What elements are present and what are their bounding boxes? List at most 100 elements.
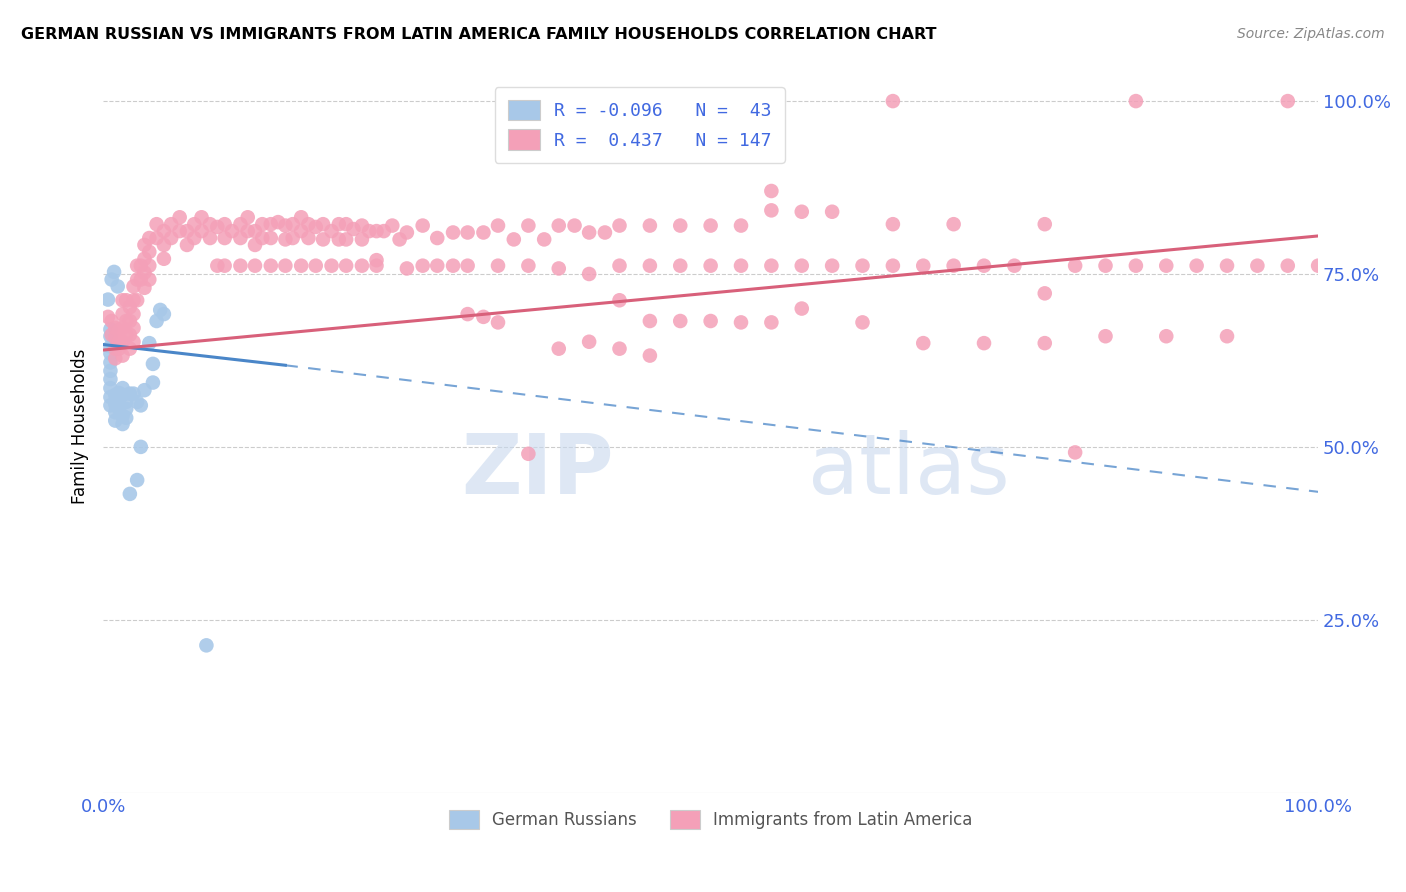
- Point: [517, 447, 540, 461]
- Point: [108, 324, 131, 338]
- Legend: German Russians, Immigrants from Latin America: German Russians, Immigrants from Latin A…: [441, 803, 980, 836]
- Point: [395, 226, 418, 240]
- Point: [290, 259, 312, 273]
- Point: [145, 231, 167, 245]
- Point: [229, 217, 252, 231]
- Point: [195, 638, 218, 652]
- Point: [129, 272, 152, 286]
- Point: [108, 392, 131, 407]
- Point: [104, 388, 127, 402]
- Point: [115, 293, 138, 308]
- Point: [129, 440, 152, 454]
- Point: [134, 281, 156, 295]
- Point: [388, 232, 411, 246]
- Point: [100, 398, 122, 412]
- Point: [821, 204, 844, 219]
- Point: [118, 487, 141, 501]
- Point: [578, 267, 600, 281]
- Point: [305, 219, 328, 234]
- Point: [1154, 329, 1177, 343]
- Point: [267, 215, 290, 229]
- Point: [145, 217, 167, 231]
- Point: [1216, 329, 1239, 343]
- Point: [104, 397, 127, 411]
- Point: [104, 342, 127, 356]
- Point: [97, 310, 120, 324]
- Point: [243, 238, 266, 252]
- Point: [100, 322, 122, 336]
- Point: [578, 334, 600, 349]
- Point: [118, 386, 141, 401]
- Point: [297, 231, 319, 245]
- Point: [138, 231, 160, 245]
- Point: [118, 327, 141, 342]
- Point: [115, 395, 138, 409]
- Point: [761, 184, 783, 198]
- Point: [790, 259, 813, 273]
- Point: [169, 224, 191, 238]
- Point: [274, 259, 297, 273]
- Point: [100, 272, 122, 286]
- Point: [350, 259, 373, 273]
- Point: [115, 327, 138, 342]
- Point: [169, 211, 191, 225]
- Point: [281, 231, 304, 245]
- Point: [1185, 259, 1208, 273]
- Point: [103, 265, 125, 279]
- Point: [912, 336, 935, 351]
- Point: [274, 232, 297, 246]
- Point: [290, 211, 312, 225]
- Point: [609, 342, 631, 356]
- Point: [127, 473, 149, 487]
- Point: [122, 279, 145, 293]
- Point: [457, 259, 479, 273]
- Point: [214, 217, 236, 231]
- Point: [115, 314, 138, 328]
- Point: [138, 259, 160, 273]
- Point: [129, 398, 152, 412]
- Point: [111, 321, 134, 335]
- Point: [198, 231, 221, 245]
- Point: [100, 355, 122, 369]
- Point: [104, 330, 127, 344]
- Point: [821, 259, 844, 273]
- Point: [108, 386, 131, 401]
- Point: [160, 217, 183, 231]
- Point: [142, 357, 165, 371]
- Point: [312, 232, 335, 246]
- Point: [517, 259, 540, 273]
- Point: [129, 259, 152, 273]
- Point: [761, 203, 783, 218]
- Point: [457, 307, 479, 321]
- Point: [912, 259, 935, 273]
- Point: [305, 259, 328, 273]
- Point: [122, 293, 145, 308]
- Point: [118, 300, 141, 314]
- Point: [609, 259, 631, 273]
- Point: [426, 231, 449, 245]
- Point: [145, 314, 167, 328]
- Point: [426, 259, 449, 273]
- Point: [472, 226, 495, 240]
- Point: [111, 388, 134, 402]
- Point: [252, 231, 274, 245]
- Point: [381, 219, 404, 233]
- Point: [153, 307, 176, 321]
- Point: [350, 232, 373, 246]
- Point: [472, 310, 495, 324]
- Point: [486, 259, 509, 273]
- Text: ZIP: ZIP: [461, 430, 613, 510]
- Point: [1154, 259, 1177, 273]
- Point: [153, 252, 176, 266]
- Point: [142, 376, 165, 390]
- Point: [160, 231, 183, 245]
- Point: [335, 232, 357, 246]
- Point: [730, 259, 752, 273]
- Point: [1094, 259, 1116, 273]
- Point: [100, 364, 122, 378]
- Point: [111, 334, 134, 349]
- Point: [153, 224, 176, 238]
- Point: [412, 219, 434, 233]
- Point: [100, 340, 122, 354]
- Point: [183, 231, 205, 245]
